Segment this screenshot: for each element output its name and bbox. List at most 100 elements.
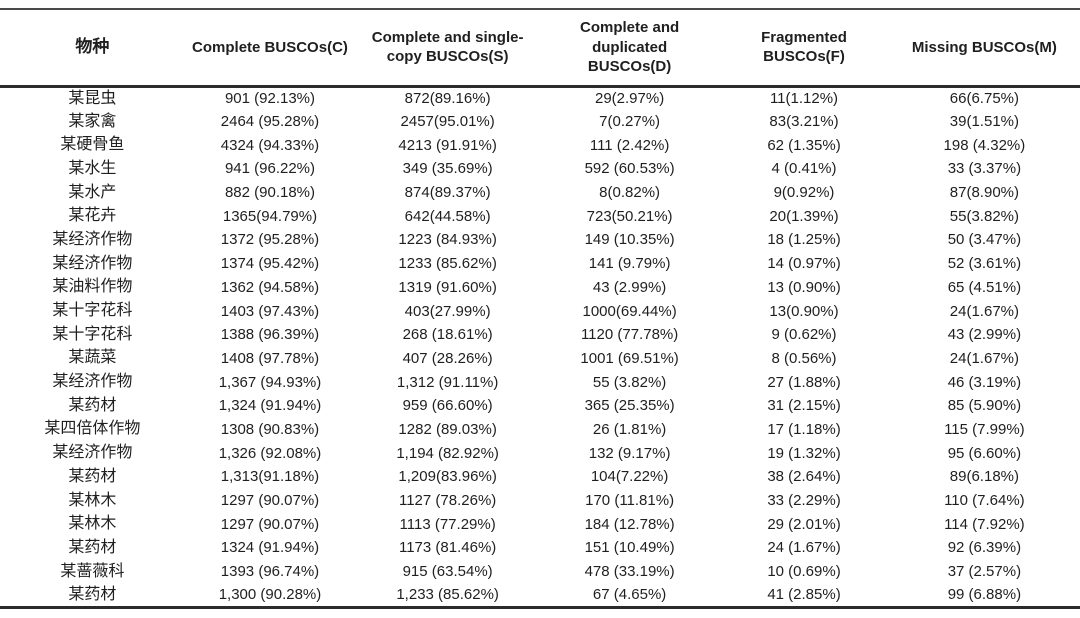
table-cell-duplicated: 55 (3.82%): [592, 373, 667, 391]
table-cell-missing: 66(6.75%): [949, 90, 1019, 108]
table-cell-duplicated: 7(0.27%): [599, 113, 661, 131]
table-cell-fragmented: 19 (1.32%): [767, 444, 841, 462]
table-cell-species: 某水产: [68, 183, 117, 201]
table-cell-single_copy: 403(27.99%): [404, 302, 491, 320]
table-cell-duplicated: 104(7.22%): [590, 468, 669, 486]
column-header-species: 物种: [75, 37, 110, 57]
table-cell-duplicated: 1120 (77.78%): [580, 326, 679, 344]
table-row: 某硬骨鱼 4324 (94.33%) 4213 (91.91%) 111 (2.42%…: [0, 133, 1080, 157]
table-row: 某经济作物 1374 (95.42%) 1233 (85.62%) 141 (9.79…: [0, 252, 1080, 276]
table-row: 某经济作物 1372 (95.28%) 1223 (84.93%) 149 (10.3…: [0, 228, 1080, 252]
table-cell-single_copy: 2457(95.01%): [400, 113, 495, 131]
table-cell-species: 某昆虫: [68, 89, 117, 107]
table-cell-duplicated: 592 (60.53%): [584, 160, 675, 178]
table-cell-single_copy: 268 (18.61%): [402, 326, 493, 344]
table-cell-complete: 1324 (91.94%): [220, 539, 320, 557]
table-cell-complete: 1297 (90.07%): [220, 515, 320, 533]
table-row: 某水生 941 (96.22%) 349 (35.69%) 592 (60.53%) 4…: [0, 157, 1080, 181]
table-cell-duplicated: 26 (1.81%): [592, 420, 667, 438]
table-cell-single_copy: 1282 (89.03%): [398, 420, 497, 438]
table-cell-complete: 1297 (90.07%): [220, 492, 320, 510]
table-cell-missing: 110 (7.64%): [944, 492, 1025, 510]
table-cell-fragmented: 41 (2.85%): [767, 586, 841, 604]
table-cell-species: 某十字花科: [52, 302, 133, 320]
table-cell-duplicated: 149 (10.35%): [584, 231, 675, 249]
table-cell-complete: 901 (92.13%): [224, 90, 316, 108]
table-row: 某林木 1297 (90.07%) 1127 (78.26%) 170 (11.81%…: [0, 489, 1080, 513]
table-row: 某经济作物 1,367 (94.93%) 1,312 (91.11%) 55 (3.8…: [0, 370, 1080, 394]
table-row: 某药材 1,313(91.18%) 1,209(83.96%) 104(7.22%) 3…: [0, 465, 1080, 489]
table-row: 某十字花科 1388 (96.39%) 268 (18.61%) 1120 (77.7…: [0, 323, 1080, 347]
table-cell-duplicated: 170 (11.81%): [585, 492, 675, 510]
table-row: 某水产 882 (90.18%) 874(89.37%) 8(0.82%) 9(0.92…: [0, 181, 1080, 205]
table-cell-complete: 4324 (94.33%): [220, 136, 320, 154]
table-cell-missing: 65 (4.51%): [947, 278, 1022, 296]
table-cell-species: 某药材: [68, 538, 117, 556]
table-cell-single_copy: 959 (66.60%): [402, 397, 493, 415]
table-cell-fragmented: 8 (0.56%): [771, 349, 837, 367]
table-row: 某蔬菜 1408 (97.78%) 407 (28.26%) 1001 (69.51%…: [0, 347, 1080, 371]
table-cell-complete: 1308 (90.83%): [220, 420, 320, 438]
table-cell-complete: 1362 (94.58%): [220, 278, 320, 296]
table-cell-species: 某经济作物: [52, 444, 133, 462]
table-cell-duplicated: 8(0.82%): [599, 184, 661, 202]
table-row: 某药材 1,300 (90.28%) 1,233 (85.62%) 67 (4.65%…: [0, 583, 1080, 607]
table-cell-fragmented: 9(0.92%): [773, 184, 835, 202]
table-cell-species: 某花卉: [68, 207, 117, 225]
table-cell-missing: 85 (5.90%): [947, 397, 1022, 415]
table-cell-single_copy: 1,233 (85.62%): [396, 586, 499, 604]
table-cell-single_copy: 407 (28.26%): [402, 349, 493, 367]
table-cell-complete: 1,326 (92.08%): [218, 444, 322, 462]
table-cell-missing: 24(1.67%): [949, 349, 1019, 367]
table-row: 某林木 1297 (90.07%) 1113 (77.29%) 184 (12.78%…: [0, 512, 1080, 536]
table-cell-missing: 92 (6.39%): [947, 539, 1022, 557]
table-cell-single_copy: 349 (35.69%): [402, 160, 493, 178]
table-cell-fragmented: 83(3.21%): [769, 113, 839, 131]
table-cell-species: 某林木: [68, 491, 117, 509]
table-cell-complete: 1,313(91.18%): [220, 468, 320, 486]
table-cell-complete: 1374 (95.42%): [220, 255, 320, 273]
table-cell-species: 某蔬菜: [68, 349, 117, 367]
column-header-missing: Missing BUSCOs(M): [911, 38, 1057, 56]
table-row: 某油料作物 1362 (94.58%) 1319 (91.60%) 43 (2.99%…: [0, 276, 1080, 300]
table-cell-species: 某蔷薇科: [60, 562, 125, 580]
table-cell-species: 某经济作物: [52, 230, 133, 248]
table-cell-missing: 115 (7.99%): [944, 420, 1025, 438]
table-cell-duplicated: 478 (33.19%): [584, 563, 675, 581]
table-cell-fragmented: 14 (0.97%): [767, 255, 841, 273]
table-cell-species: 某经济作物: [52, 373, 133, 391]
table-cell-species: 某家禽: [68, 112, 117, 130]
table-cell-species: 某林木: [68, 515, 117, 533]
table-cell-duplicated: 43 (2.99%): [592, 278, 667, 296]
table-cell-complete: 1403 (97.43%): [220, 302, 320, 320]
busco-results-table: 物种 Complete BUSCOs(C) Complete and single-…: [0, 8, 1080, 609]
table-row: 某家禽 2464 (95.28%) 2457(95.01%) 7(0.27%) 83(3…: [0, 110, 1080, 134]
table-header: 物种 Complete BUSCOs(C) Complete and single-…: [0, 9, 1080, 86]
table-cell-single_copy: 1127 (78.26%): [398, 492, 497, 510]
table-cell-single_copy: 1223 (84.93%): [398, 231, 497, 249]
table-cell-complete: 2464 (95.28%): [220, 113, 320, 131]
table-cell-missing: 43 (2.99%): [947, 326, 1022, 344]
table-header-row: 物种 Complete BUSCOs(C) Complete and single-…: [0, 9, 1080, 86]
table-cell-species: 某硬骨鱼: [60, 136, 125, 154]
table-cell-complete: 1393 (96.74%): [220, 563, 320, 581]
table-cell-fragmented: 17 (1.18%): [767, 420, 841, 438]
table-cell-fragmented: 33 (2.29%): [767, 492, 841, 510]
table-cell-duplicated: 67 (4.65%): [592, 586, 667, 604]
table-cell-missing: 89(6.18%): [949, 468, 1019, 486]
table-cell-fragmented: 24 (1.67%): [767, 539, 841, 557]
table-cell-duplicated: 184 (12.78%): [584, 515, 675, 533]
table-cell-duplicated: 723(50.21%): [586, 207, 673, 225]
table-cell-missing: 50 (3.47%): [947, 231, 1022, 249]
table-cell-species: 某经济作物: [52, 254, 133, 272]
table-row: 某蔷薇科 1393 (96.74%) 915 (63.54%) 478 (33.19%…: [0, 560, 1080, 584]
table-cell-complete: 1372 (95.28%): [220, 231, 320, 249]
table-cell-duplicated: 1000(69.44%): [582, 302, 677, 320]
table-cell-missing: 24(1.67%): [949, 302, 1019, 320]
table-cell-species: 某油料作物: [52, 278, 133, 296]
table-cell-duplicated: 141 (9.79%): [588, 255, 671, 273]
table-cell-single_copy: 4213 (91.91%): [398, 136, 497, 154]
table-cell-single_copy: 1113 (77.29%): [399, 515, 496, 533]
table-cell-duplicated: 29(2.97%): [594, 90, 665, 108]
